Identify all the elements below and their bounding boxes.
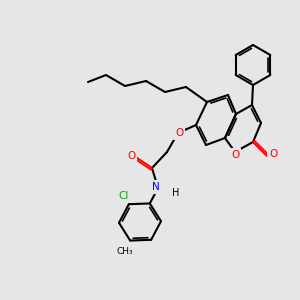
Text: O: O: [269, 149, 277, 159]
Text: O: O: [231, 150, 239, 160]
Text: N: N: [152, 182, 160, 192]
Text: H: H: [172, 188, 180, 198]
Text: Cl: Cl: [118, 191, 129, 201]
Text: CH₃: CH₃: [116, 247, 133, 256]
Text: O: O: [127, 151, 135, 161]
Text: O: O: [175, 128, 183, 138]
